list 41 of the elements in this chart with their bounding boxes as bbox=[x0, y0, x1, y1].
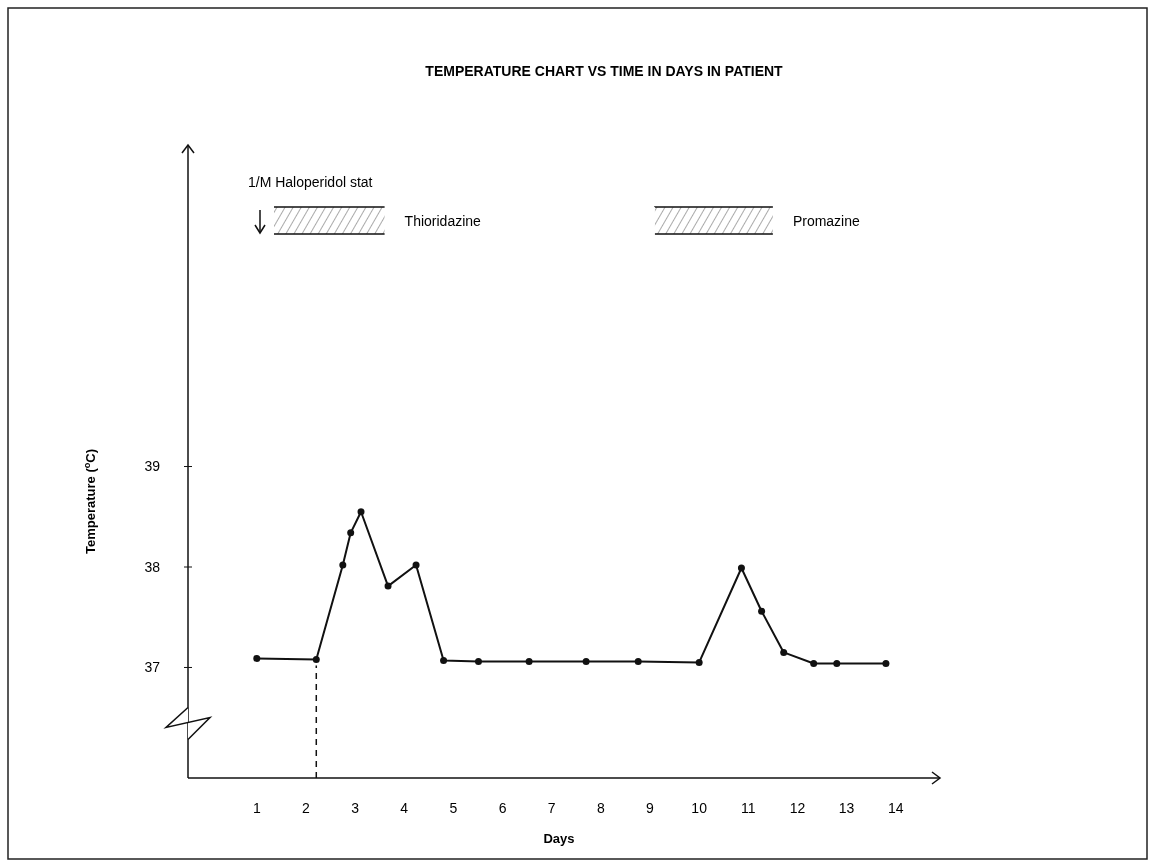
point bbox=[440, 656, 448, 664]
band-label: Promazine bbox=[792, 212, 861, 229]
x-tick-label: 7 bbox=[547, 799, 556, 816]
x-tick-label: 13 bbox=[838, 799, 855, 816]
x-tick-label: 3 bbox=[351, 799, 360, 816]
x-tick-label: 1 bbox=[252, 799, 261, 816]
point bbox=[833, 659, 841, 667]
annotation: 1/M Haloperidol stat bbox=[248, 173, 373, 190]
x-tick-label: 5 bbox=[449, 799, 458, 816]
point bbox=[357, 508, 365, 516]
band-label: Thioridazine bbox=[404, 212, 482, 229]
point bbox=[253, 654, 261, 662]
x-tick-label: 14 bbox=[887, 799, 904, 816]
x-axis-title: Days bbox=[543, 831, 575, 846]
point bbox=[582, 657, 590, 665]
point bbox=[810, 659, 818, 667]
point bbox=[312, 655, 320, 663]
point bbox=[780, 648, 788, 656]
point bbox=[339, 561, 347, 569]
x-tick-label: 8 bbox=[596, 799, 605, 816]
chart-title: TEMPERATURE CHART VS TIME IN DAYS IN PATIENT bbox=[425, 63, 784, 79]
point bbox=[882, 659, 890, 667]
x-tick-label: 2 bbox=[302, 799, 311, 816]
point bbox=[384, 582, 392, 590]
x-tick-label: 12 bbox=[789, 799, 806, 816]
point bbox=[412, 561, 420, 569]
x-tick-label: 10 bbox=[691, 799, 708, 816]
point bbox=[474, 657, 482, 665]
x-tick-label: 4 bbox=[400, 799, 409, 816]
x-tick-label: 11 bbox=[741, 799, 756, 816]
point bbox=[347, 529, 355, 537]
x-tick-label: 6 bbox=[498, 799, 507, 816]
point bbox=[737, 564, 745, 572]
y-tick-label: 38 bbox=[144, 558, 161, 575]
point bbox=[634, 657, 642, 665]
y-tick-label: 37 bbox=[144, 659, 161, 676]
x-tick-label: 9 bbox=[646, 799, 655, 816]
point bbox=[695, 658, 703, 666]
point bbox=[758, 607, 766, 615]
point bbox=[525, 657, 533, 665]
y-tick-label: 39 bbox=[144, 458, 161, 475]
